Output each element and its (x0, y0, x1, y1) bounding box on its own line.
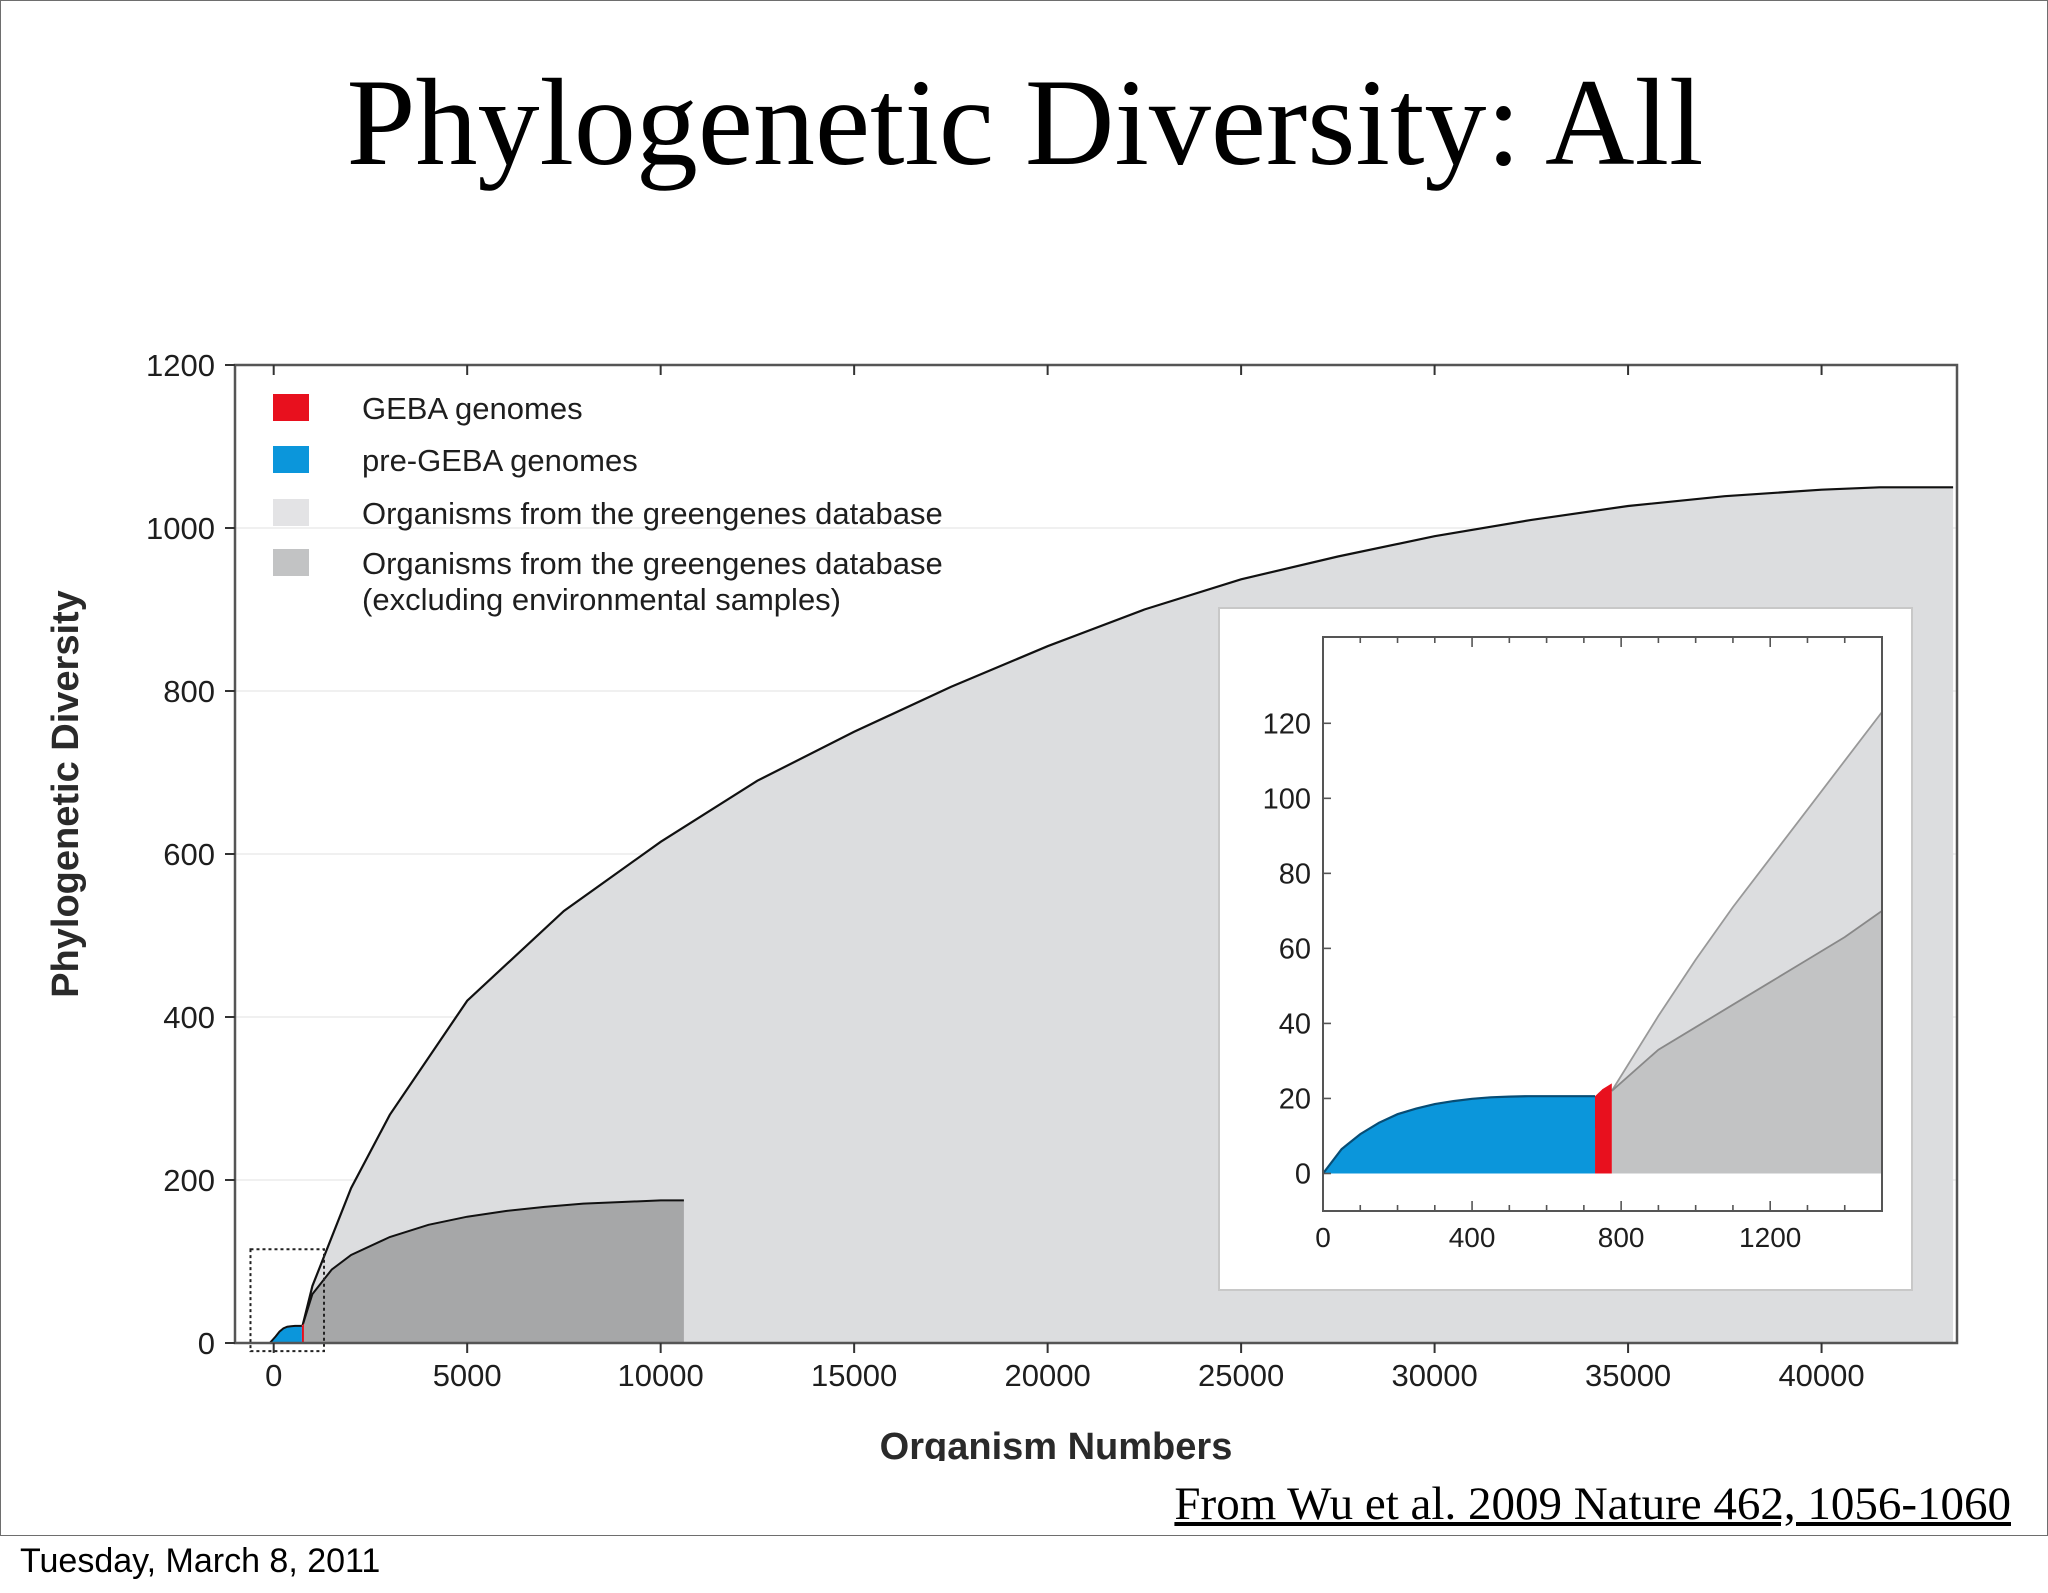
inset-y-tick-label-60: 60 (1279, 933, 1311, 965)
legend-swatch-2 (273, 446, 309, 473)
y-tick-label-400: 400 (163, 1000, 215, 1035)
footer-date: Tuesday, March 8, 2011 (20, 1542, 381, 1580)
area-pre-geba-genomes (269, 1325, 302, 1343)
inset-line-pre-geba-genomes (1322, 1095, 1595, 1175)
y-tick-label-1200: 1200 (146, 348, 215, 383)
legend-label-4-line-2: (excluding environmental samples) (362, 582, 841, 617)
x-tick-label-5000: 5000 (433, 1358, 502, 1393)
area-greengenes-excluding-environmental (302, 1200, 684, 1343)
y-axis-label: Phylogenetic Diversity (45, 590, 87, 998)
x-axis-label: Organism Numbers (880, 1426, 1233, 1461)
x-tick-label-35000: 35000 (1585, 1358, 1671, 1393)
phylogenetic-diversity-chart: 0 5000 10000 15000 20000 25000 30000 35000 40000… (41, 331, 1971, 1461)
inset-x-tick-label-800: 800 (1598, 1222, 1645, 1253)
legend-label-4-line-1: Organisms from the greengenes database (362, 546, 943, 581)
y-tick-label-0: 0 (198, 1326, 215, 1361)
inset-y-tick-label-120: 120 (1263, 708, 1311, 740)
inset-line-greengenes-excluding-environmental (1611, 910, 1883, 1092)
inset-x-tick-label-0: 0 (1315, 1222, 1331, 1253)
inset-x-tick-label-400: 400 (1449, 1222, 1496, 1253)
area-geba-genomes (301, 1323, 304, 1343)
y-tick-label-1000: 1000 (146, 511, 215, 546)
inset-line-greengenes-all (1611, 711, 1883, 1092)
legend-label-3: Organisms from the greengenes database (362, 496, 943, 531)
x-tick-label-25000: 25000 (1198, 1358, 1284, 1393)
x-tick-label-40000: 40000 (1778, 1358, 1864, 1393)
slide: Phylogenetic Diversity: All 0 5000 10000 15… (0, 0, 2048, 1536)
line-greengenes-excluding-environmental (301, 1199, 684, 1326)
legend-label-1: GEBA genomes (362, 391, 583, 426)
inset-plot: 0 400 800 1200 0 20 40 60 80 100 120 (1218, 607, 1913, 1291)
legend-swatch-1 (273, 394, 309, 421)
y-tick-label-200: 200 (163, 1163, 215, 1198)
legend: GEBA genomes pre-GEBA genomes Organisms fr… (273, 391, 943, 617)
inset-y-tick-label-40: 40 (1279, 1008, 1311, 1040)
line-pre-geba-genomes (269, 1324, 302, 1344)
x-tick-label-15000: 15000 (811, 1358, 897, 1393)
inset-frame (1322, 636, 1883, 1212)
page-title: Phylogenetic Diversity: All (346, 54, 1704, 191)
line-greengenes-all (301, 486, 1954, 1326)
x-tick-label-20000: 20000 (1005, 1358, 1091, 1393)
inset-y-tick-label-20: 20 (1279, 1083, 1311, 1115)
x-tick-label-10000: 10000 (618, 1358, 704, 1393)
source-citation-link[interactable]: From Wu et al. 2009 Nature 462, 1056-106… (1174, 1478, 2011, 1530)
inset-y-tick-label-0: 0 (1295, 1158, 1311, 1190)
inset-x-tick-label-1200: 1200 (1739, 1222, 1801, 1253)
y-tick-label-600: 600 (163, 837, 215, 872)
y-tick-label-800: 800 (163, 674, 215, 709)
inset-y-tick-label-100: 100 (1263, 783, 1311, 815)
x-tick-label-0: 0 (265, 1358, 282, 1393)
legend-swatch-3 (273, 499, 309, 526)
inset-area-pre-geba-genomes (1323, 1096, 1595, 1174)
inset-zoom-region (249, 1248, 326, 1353)
x-tick-label-30000: 30000 (1391, 1358, 1477, 1393)
inset-area-greengenes-excluding-environmental (1611, 910, 1882, 1174)
legend-swatch-4 (273, 549, 309, 576)
inset-area-geba-genomes (1595, 1083, 1612, 1174)
inset-y-tick-label-80: 80 (1279, 858, 1311, 890)
legend-label-2: pre-GEBA genomes (362, 443, 638, 478)
